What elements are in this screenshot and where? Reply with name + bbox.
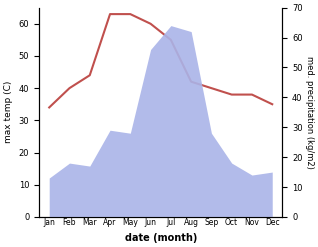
X-axis label: date (month): date (month): [125, 233, 197, 243]
Y-axis label: max temp (C): max temp (C): [4, 81, 13, 144]
Y-axis label: med. precipitation (kg/m2): med. precipitation (kg/m2): [305, 56, 314, 169]
